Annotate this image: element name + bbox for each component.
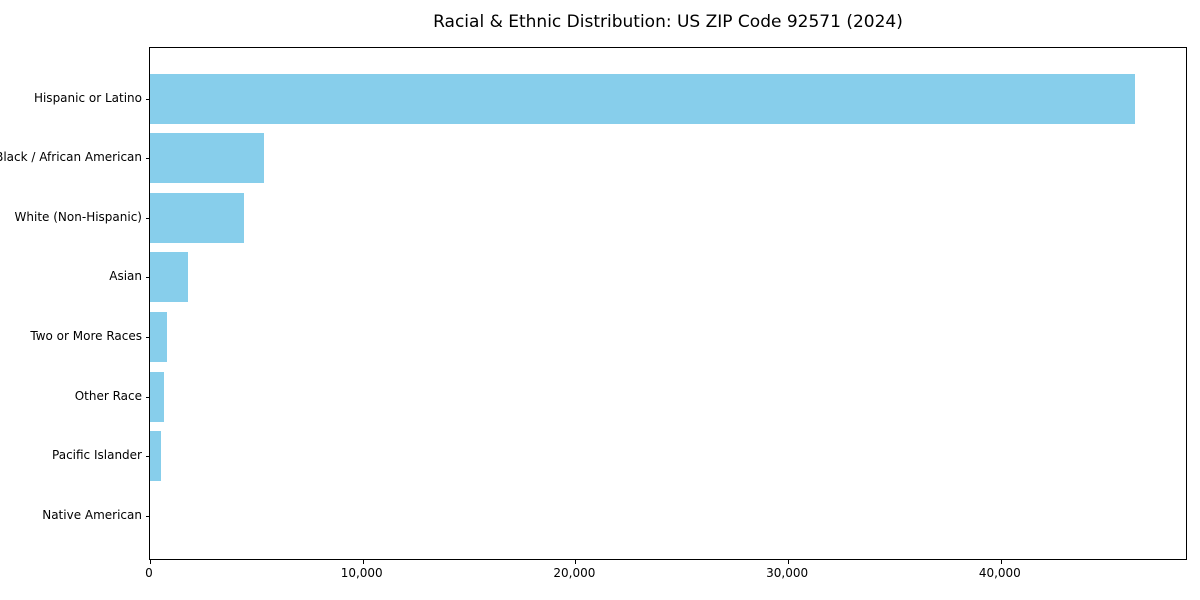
y-axis-tick bbox=[146, 337, 150, 339]
y-axis-tick bbox=[146, 516, 150, 518]
chart-title: Racial & Ethnic Distribution: US ZIP Cod… bbox=[433, 12, 903, 32]
bar-other-race bbox=[150, 371, 164, 422]
x-axis-tick bbox=[575, 560, 577, 564]
x-axis-tick bbox=[150, 560, 151, 564]
bar-white-non-hispanic bbox=[150, 192, 245, 243]
x-tick-label: 40,000 bbox=[978, 566, 1021, 580]
bar-asian bbox=[150, 252, 189, 303]
y-axis-tick bbox=[146, 396, 150, 398]
y-axis-tick bbox=[146, 98, 150, 100]
x-tick-label: 10,000 bbox=[340, 566, 383, 580]
x-ticks-layer bbox=[150, 48, 1186, 564]
bar-hispanic-or-latino bbox=[150, 73, 1136, 124]
bars-layer bbox=[150, 48, 1186, 559]
bar-pacific-islander bbox=[150, 431, 161, 482]
y-axis-tick bbox=[146, 456, 150, 458]
category-label: White (Non-Hispanic) bbox=[14, 209, 142, 224]
x-tick-label: 20,000 bbox=[553, 566, 596, 580]
bar-black-african-american bbox=[150, 133, 264, 184]
x-axis-tick bbox=[362, 560, 364, 564]
x-tick-label: 0 bbox=[145, 566, 153, 580]
category-label: Pacific Islander bbox=[52, 448, 142, 463]
category-label: Native American bbox=[42, 508, 142, 523]
category-label: Black / African American bbox=[0, 150, 142, 165]
y-axis-tick bbox=[146, 158, 150, 160]
x-axis-tick bbox=[788, 560, 790, 564]
y-axis-tick bbox=[146, 277, 150, 279]
x-tick-label: 30,000 bbox=[766, 566, 809, 580]
category-label: Hispanic or Latino bbox=[33, 90, 142, 105]
y-axis-tick bbox=[146, 217, 150, 219]
y-ticks-layer bbox=[146, 48, 1186, 559]
category-label: Other Race bbox=[74, 388, 142, 403]
category-label: Two or More Races bbox=[30, 329, 142, 344]
plot-area bbox=[146, 47, 1187, 564]
category-label: Asian bbox=[109, 269, 142, 284]
x-axis-tick bbox=[1000, 560, 1002, 564]
bar-two-or-more-races bbox=[150, 312, 167, 363]
